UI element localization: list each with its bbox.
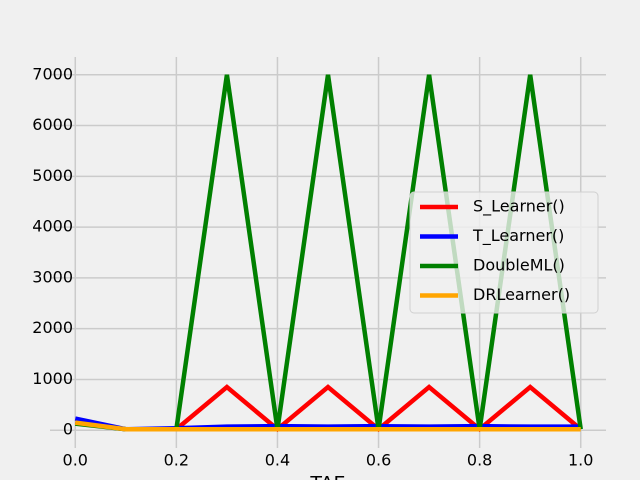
x-axis-label: TAE <box>309 473 345 480</box>
legend-label: DoubleML() <box>473 256 565 275</box>
y-tick-label: 0 <box>63 420 73 439</box>
series-line <box>74 420 581 432</box>
y-tick-label: 3000 <box>32 267 73 286</box>
y-tick-label: 4000 <box>32 217 73 236</box>
legend-label: DRLearner() <box>473 285 570 304</box>
y-tick-label: 2000 <box>32 318 73 337</box>
x-tick-label: 0.0 <box>63 451 88 470</box>
y-tick-label: 1000 <box>32 369 73 388</box>
legend-box <box>409 191 599 314</box>
x-tick-label: 1.0 <box>568 451 593 470</box>
x-tick-label: 0.8 <box>467 451 492 470</box>
x-tick-label: 0.6 <box>366 451 391 470</box>
x-tick-label: 0.2 <box>164 451 189 470</box>
x-tick-label: 0.4 <box>265 451 290 470</box>
legend-label: T_Learner() <box>472 226 564 246</box>
y-tick-label: 6000 <box>32 115 73 134</box>
legend-label: S_Learner() <box>473 197 565 217</box>
y-tick-label: 5000 <box>32 166 73 185</box>
y-tick-label: 7000 <box>32 64 73 83</box>
